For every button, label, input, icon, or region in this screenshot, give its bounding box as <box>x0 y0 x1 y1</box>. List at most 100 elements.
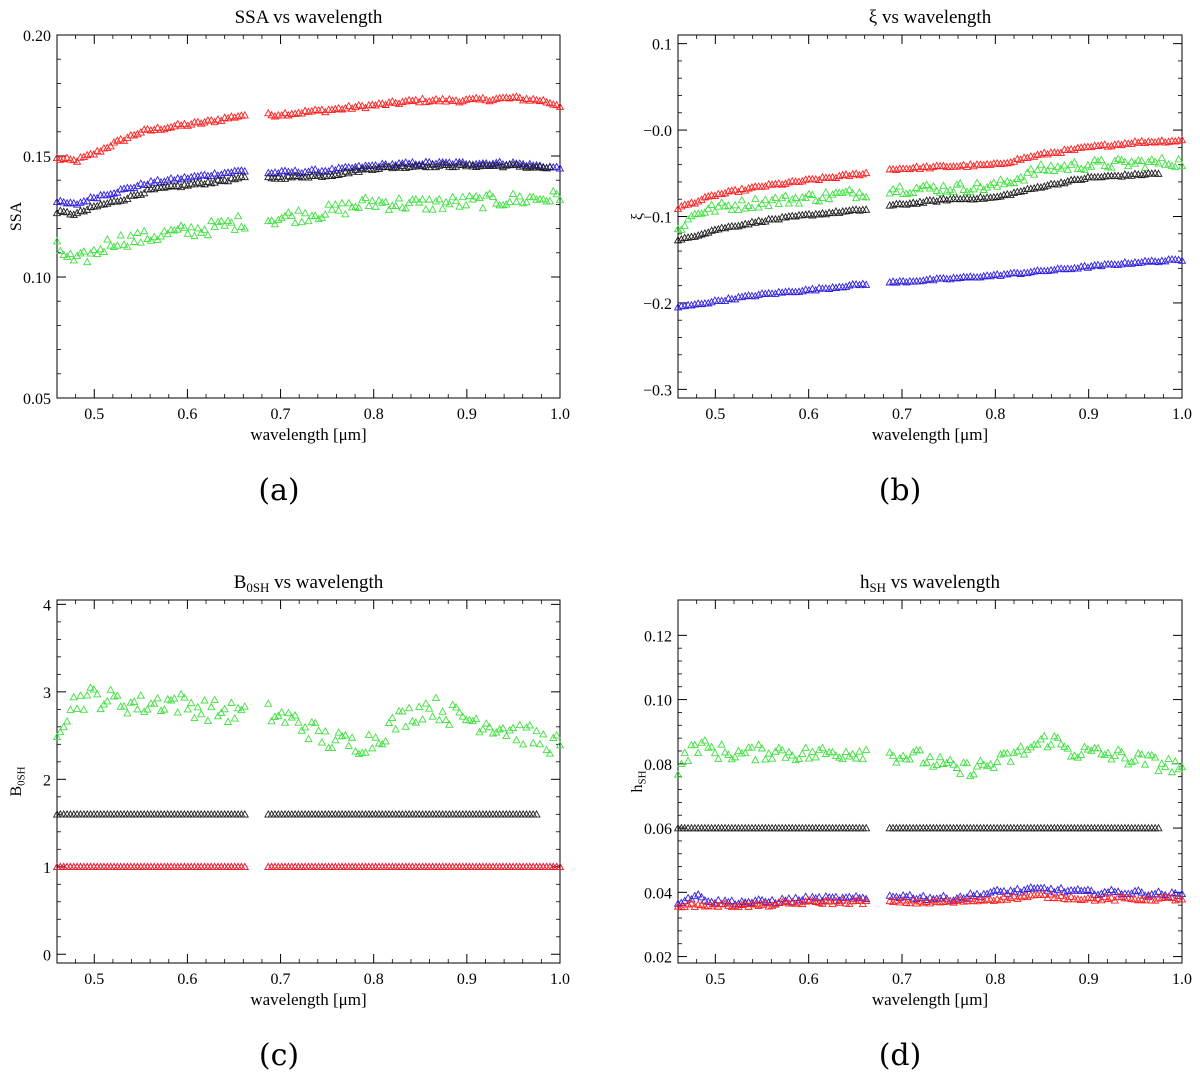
y-tick-label: 2 <box>43 772 51 789</box>
data-point <box>885 188 894 197</box>
data-point <box>761 898 770 907</box>
data-point <box>76 248 85 257</box>
data-point <box>186 698 196 707</box>
data-point <box>529 192 538 201</box>
data-point <box>166 173 176 182</box>
data-point <box>267 216 276 224</box>
data-point <box>1036 160 1046 168</box>
data-point <box>388 201 397 209</box>
data-point <box>515 720 524 729</box>
data-point <box>949 898 958 906</box>
data-point <box>801 193 810 201</box>
data-point <box>264 699 273 707</box>
data-point <box>993 757 1002 766</box>
y-tick-label: 0.06 <box>644 821 672 838</box>
data-point <box>730 294 740 303</box>
data-point <box>989 178 999 186</box>
data-point <box>334 206 343 214</box>
data-point <box>1093 156 1103 165</box>
data-point <box>972 178 982 187</box>
data-point <box>1124 759 1133 768</box>
data-point <box>522 197 531 206</box>
data-point <box>398 706 407 715</box>
data-point <box>210 222 219 230</box>
data-point <box>693 748 703 756</box>
data-point <box>555 164 565 172</box>
data-point <box>83 196 92 205</box>
data-point <box>861 192 871 201</box>
data-point <box>791 193 800 201</box>
y-tick-label: 0 <box>43 947 51 964</box>
data-point <box>935 893 945 902</box>
data-point <box>123 242 132 250</box>
data-point <box>929 182 938 190</box>
data-point <box>1093 890 1103 899</box>
data-point <box>334 103 343 112</box>
data-point <box>56 196 65 204</box>
data-point <box>240 862 249 870</box>
data-point <box>704 192 713 200</box>
data-point <box>284 708 293 717</box>
data-point <box>136 691 145 699</box>
data-point <box>855 170 864 179</box>
data-point <box>825 897 834 905</box>
data-point <box>153 123 162 131</box>
data-point <box>435 715 444 724</box>
y-axis-label: ξ <box>629 213 646 220</box>
data-point <box>200 117 209 126</box>
data-point <box>277 707 286 716</box>
data-point <box>841 170 851 178</box>
data-point <box>408 716 417 725</box>
x-tick-label: 0.5 <box>705 971 725 988</box>
data-point <box>835 898 844 906</box>
data-point <box>357 163 367 171</box>
data-point <box>66 249 75 257</box>
data-point <box>404 703 414 712</box>
data-point <box>371 733 380 741</box>
data-point <box>233 703 243 712</box>
chart-title-rest: vs wavelength <box>269 572 383 593</box>
data-point <box>153 175 162 184</box>
data-point <box>730 200 740 209</box>
data-point <box>788 750 797 759</box>
plot-frame <box>677 34 1183 399</box>
data-point <box>180 119 189 128</box>
data-point <box>744 201 753 210</box>
data-point <box>425 162 434 171</box>
data-point <box>183 181 192 189</box>
data-point <box>835 171 844 180</box>
data-point <box>734 902 743 910</box>
y-axis-label-sub: SH <box>637 770 649 784</box>
data-point <box>351 162 360 171</box>
data-point <box>156 706 166 714</box>
data-point <box>1090 896 1099 904</box>
data-point <box>804 209 814 218</box>
data-point <box>96 244 105 253</box>
data-point <box>1127 171 1136 179</box>
data-point <box>939 759 948 767</box>
data-point <box>791 211 800 220</box>
data-point <box>888 200 898 209</box>
data-point <box>861 894 871 903</box>
data-point <box>129 697 139 705</box>
data-point <box>270 112 280 120</box>
data-point <box>240 110 249 119</box>
data-point <box>861 896 871 904</box>
data-point <box>59 250 68 258</box>
data-point <box>831 283 841 292</box>
data-point <box>1157 759 1167 767</box>
data-point <box>1083 744 1093 753</box>
data-point <box>166 122 176 131</box>
data-point <box>885 748 894 756</box>
data-point <box>347 167 357 175</box>
data-point <box>697 209 706 217</box>
data-point <box>136 238 145 246</box>
data-point <box>341 167 350 175</box>
data-point <box>707 897 716 906</box>
data-point <box>956 895 965 903</box>
data-point <box>351 102 360 111</box>
data-point <box>351 202 360 210</box>
data-point <box>677 225 686 233</box>
data-point <box>297 108 306 117</box>
data-point <box>1060 160 1069 169</box>
